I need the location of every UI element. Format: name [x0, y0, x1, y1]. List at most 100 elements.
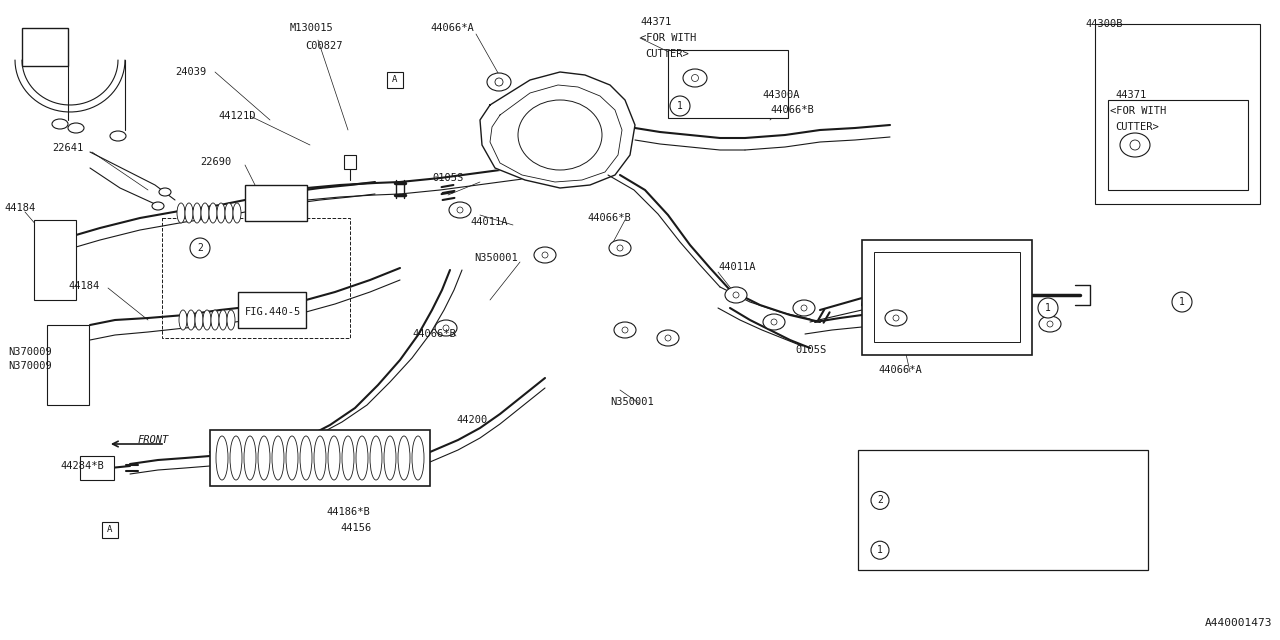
Bar	[163, 218, 349, 338]
Text: 1: 1	[877, 545, 883, 556]
Ellipse shape	[159, 188, 172, 196]
Ellipse shape	[230, 436, 242, 480]
Text: 44184: 44184	[68, 281, 100, 291]
Text: N350001: N350001	[611, 397, 654, 407]
Text: A440001473: A440001473	[1204, 618, 1272, 628]
Ellipse shape	[65, 232, 70, 288]
Text: 44066*B: 44066*B	[412, 329, 456, 339]
Ellipse shape	[614, 322, 636, 338]
Text: N350001: N350001	[474, 253, 517, 263]
Polygon shape	[480, 72, 635, 188]
Text: N370009: N370009	[8, 347, 51, 357]
Ellipse shape	[100, 459, 105, 477]
Text: 0100S: 0100S	[910, 545, 943, 556]
Ellipse shape	[370, 436, 381, 480]
Ellipse shape	[177, 203, 186, 223]
Text: 44066*B: 44066*B	[771, 105, 814, 115]
Text: FRONT: FRONT	[138, 435, 169, 445]
Bar	[861, 240, 1032, 355]
Ellipse shape	[52, 119, 68, 129]
Circle shape	[617, 245, 623, 251]
Ellipse shape	[93, 459, 99, 477]
Text: 44066*B: 44066*B	[588, 213, 631, 223]
Circle shape	[1130, 140, 1140, 150]
Circle shape	[443, 325, 449, 331]
Text: 44371: 44371	[640, 17, 671, 27]
Circle shape	[870, 492, 890, 509]
Text: 44300A: 44300A	[762, 90, 800, 100]
Ellipse shape	[186, 203, 193, 223]
Bar	[344, 155, 356, 169]
Text: <FOR WITH: <FOR WITH	[640, 33, 696, 43]
Ellipse shape	[518, 100, 602, 170]
Text: 22641: 22641	[52, 143, 83, 153]
Ellipse shape	[763, 314, 785, 330]
Ellipse shape	[233, 203, 241, 223]
Ellipse shape	[1039, 316, 1061, 332]
Bar	[1108, 100, 1248, 190]
Ellipse shape	[78, 337, 83, 393]
Ellipse shape	[87, 459, 92, 477]
Ellipse shape	[204, 310, 211, 330]
Text: 44011A: 44011A	[718, 262, 755, 272]
Ellipse shape	[225, 203, 233, 223]
Circle shape	[801, 305, 806, 311]
Ellipse shape	[449, 202, 471, 218]
Circle shape	[1172, 292, 1192, 312]
Ellipse shape	[884, 310, 908, 326]
Ellipse shape	[211, 310, 219, 330]
Ellipse shape	[328, 436, 340, 480]
Ellipse shape	[40, 232, 45, 288]
Text: 44300B: 44300B	[1085, 19, 1123, 29]
Ellipse shape	[68, 123, 84, 133]
Text: 22690: 22690	[200, 157, 232, 167]
Circle shape	[893, 315, 899, 321]
Circle shape	[771, 319, 777, 325]
Ellipse shape	[342, 436, 355, 480]
Bar	[668, 50, 788, 118]
Text: 44156: 44156	[340, 523, 371, 533]
Ellipse shape	[82, 459, 87, 477]
Bar	[1094, 24, 1260, 204]
Text: C00827: C00827	[305, 41, 343, 51]
Circle shape	[666, 335, 671, 341]
Text: <FOR WITH: <FOR WITH	[1110, 106, 1166, 116]
Text: 1: 1	[1044, 303, 1051, 313]
Circle shape	[669, 96, 690, 116]
Ellipse shape	[179, 310, 187, 330]
Ellipse shape	[314, 436, 326, 480]
Text: 1: 1	[1179, 297, 1185, 307]
Ellipse shape	[609, 240, 631, 256]
Ellipse shape	[244, 436, 256, 480]
Circle shape	[1038, 298, 1059, 318]
Ellipse shape	[1120, 133, 1149, 157]
Circle shape	[189, 238, 210, 258]
Ellipse shape	[384, 436, 396, 480]
Ellipse shape	[195, 310, 204, 330]
Text: CUTTER>: CUTTER>	[1115, 122, 1158, 132]
Ellipse shape	[486, 73, 511, 91]
Ellipse shape	[684, 69, 707, 87]
Ellipse shape	[300, 436, 312, 480]
Text: 2: 2	[197, 243, 204, 253]
Text: 44121D: 44121D	[218, 111, 256, 121]
Bar	[47, 325, 90, 405]
Ellipse shape	[47, 232, 54, 288]
Text: 44371: 44371	[1115, 90, 1147, 100]
Ellipse shape	[356, 436, 369, 480]
Ellipse shape	[398, 436, 410, 480]
Text: 2: 2	[877, 495, 883, 506]
Ellipse shape	[794, 300, 815, 316]
Ellipse shape	[201, 203, 209, 223]
Circle shape	[733, 292, 739, 298]
Text: 44066*A: 44066*A	[430, 23, 474, 33]
Bar	[238, 292, 306, 328]
Ellipse shape	[412, 436, 424, 480]
Ellipse shape	[219, 310, 227, 330]
Ellipse shape	[724, 287, 748, 303]
Circle shape	[870, 541, 890, 559]
Ellipse shape	[52, 337, 59, 393]
Ellipse shape	[227, 310, 236, 330]
Circle shape	[1047, 321, 1053, 327]
Bar	[35, 220, 76, 300]
